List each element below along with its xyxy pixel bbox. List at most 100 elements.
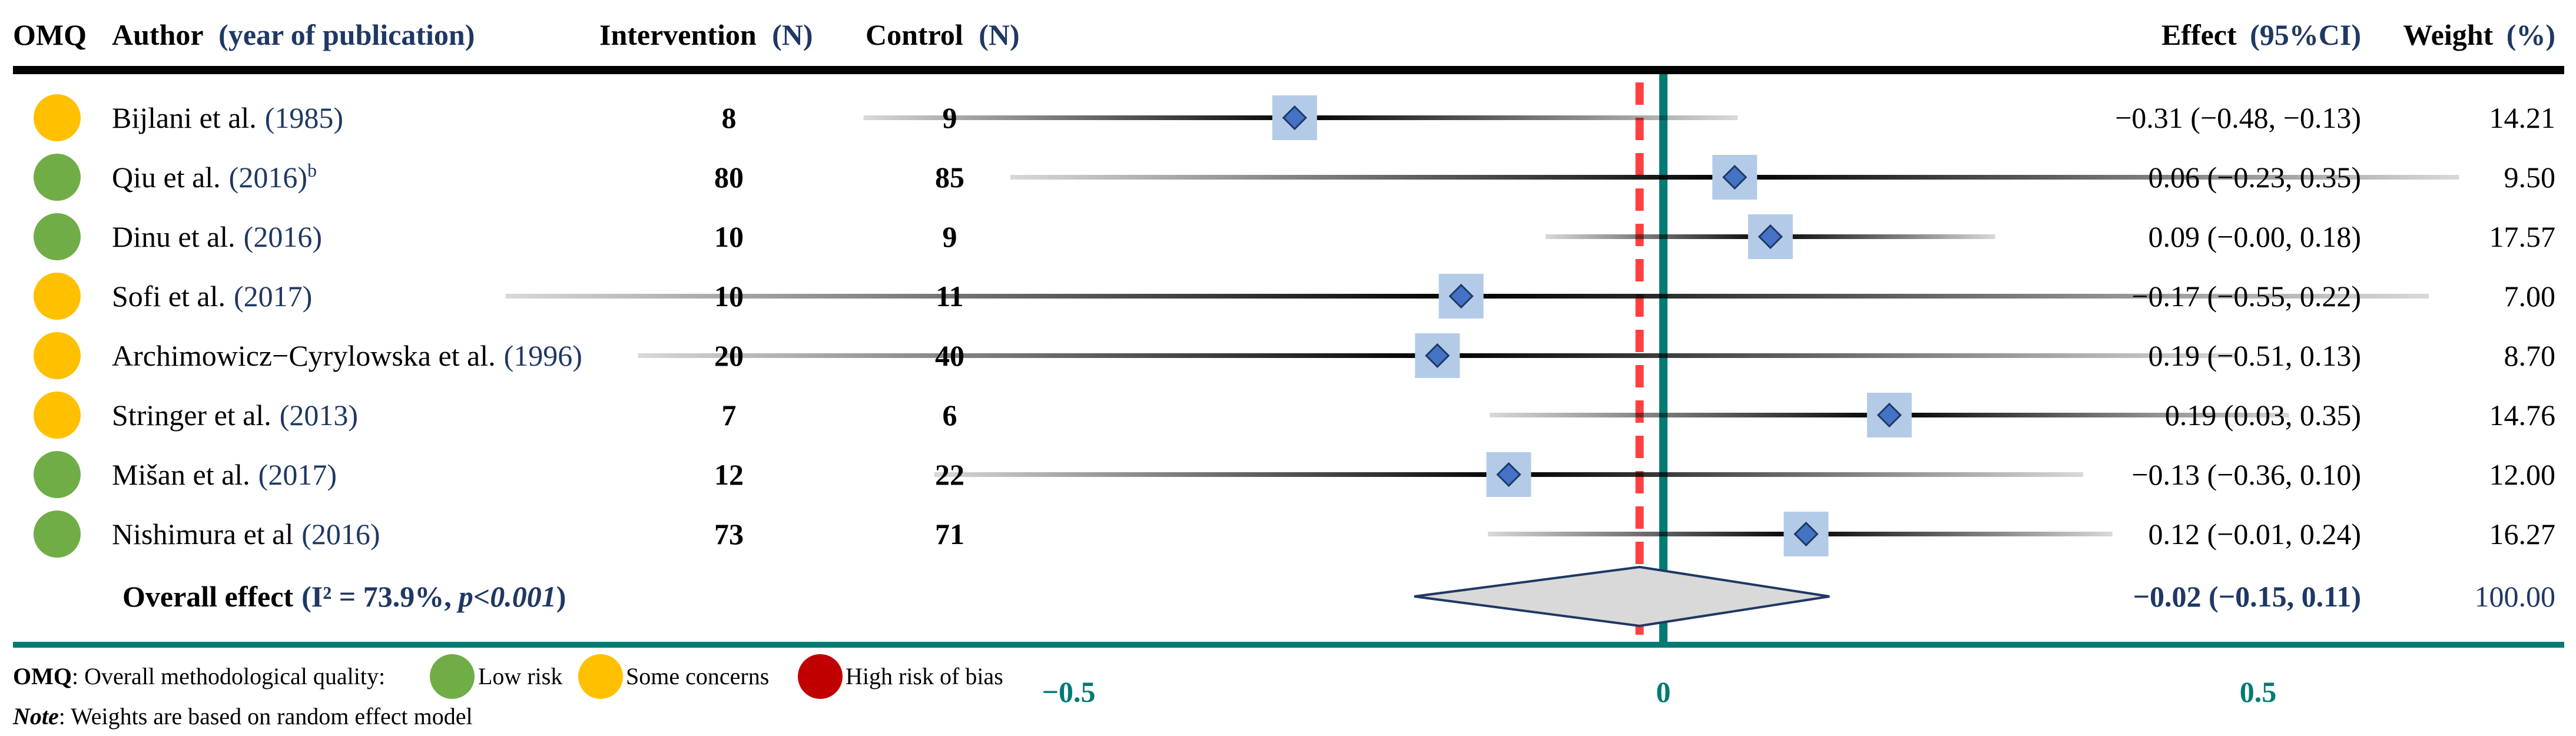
overall-paren-open: ( <box>301 580 311 613</box>
omq-dot <box>34 332 81 379</box>
study-row: Dinu et al. (2016) 10 9 0.09 (−0.00, 0.18) 17… <box>34 213 2555 260</box>
study-effect-ci: 0.06 (−0.23, 0.35) <box>2149 161 2362 194</box>
legend-omq-desc: : Overall methodological quality: <box>72 663 385 689</box>
study-author: Archimowicz−Cyrylowska et al. (1996) <box>112 339 582 372</box>
study-author: Bijlani et al. (1985) <box>112 101 343 134</box>
study-author-name: Stringer et al. <box>112 399 271 432</box>
point-estimate <box>1425 343 1450 369</box>
overall-label-text: Overall effect <box>122 580 293 613</box>
header-control: Control (N) <box>866 18 1020 51</box>
study-row: Qiu et al. (2016)b 80 85 0.06 (−0.23, 0.35) 9… <box>34 154 2555 201</box>
reference-lines <box>1635 74 1667 643</box>
header-weight-label: Weight <box>2403 18 2493 51</box>
study-weight: 17.57 <box>2489 220 2556 253</box>
legend-low-risk-dot <box>430 654 475 699</box>
study-weight: 12.00 <box>2489 458 2556 491</box>
point-estimate <box>1496 462 1521 488</box>
study-effect-ci: 0.09 (−0.00, 0.18) <box>2149 220 2362 253</box>
study-year: (2017) <box>258 458 337 491</box>
header-omq: OMQ <box>13 18 87 51</box>
legend-text: OMQ: Overall methodological quality: <box>13 663 385 689</box>
study-weight: 16.27 <box>2489 518 2556 551</box>
study-row: Nishimura et al (2016) 73 71 0.12 (−0.01, 0.… <box>34 510 2555 558</box>
study-weight: 9.50 <box>2504 161 2556 194</box>
study-weight: 8.70 <box>2504 339 2556 372</box>
omq-dot <box>34 94 81 141</box>
legend-some-concerns-label: Some concerns <box>626 663 769 689</box>
study-effect-ci: 0.19 (−0.51, 0.13) <box>2149 339 2362 372</box>
study-weight: 14.76 <box>2489 399 2556 432</box>
study-rows: Bijlani et al.(1985) 8 9 −0.31 (−0.48, −0.1… <box>34 94 2555 558</box>
header-effect: Effect (95%CI) <box>2161 18 2361 51</box>
study-year: (2013) <box>280 399 358 432</box>
footnote: Note: Weights are based on random effect… <box>12 703 473 730</box>
study-author-name: Mišan et al. <box>112 458 250 491</box>
overall-row: Overall effect (I² = 73.9%, p<0.001) −0.02 … <box>122 565 2556 628</box>
study-year: (2016) <box>244 220 322 253</box>
study-weight: 7.00 <box>2504 280 2556 313</box>
study-year: (2016) <box>301 518 380 551</box>
study-author-name: Bijlani et al. <box>112 101 257 134</box>
study-row: Stringer et al. (2013) 7 6 0.19 (0.03, 0.35)… <box>34 392 2555 439</box>
legend-omq: OMQ <box>13 663 72 689</box>
point-estimate <box>1722 164 1748 190</box>
study-effect-ci: 0.12 (−0.01, 0.24) <box>2149 518 2362 551</box>
x-tick-label: −0.5 <box>1042 675 1096 708</box>
point-estimate <box>1758 224 1783 250</box>
point-estimate <box>1793 521 1819 547</box>
study-author-name: Nishimura et al <box>112 518 293 551</box>
study-year: (1985) <box>265 101 343 134</box>
header-effect-label: Effect <box>2161 18 2237 51</box>
study-intervention-n: 80 <box>714 161 744 194</box>
study-intervention-n: 8 <box>722 101 737 134</box>
study-effect-ci: 0.19 (0.03, 0.35) <box>2165 399 2361 432</box>
header-effect-ci: (95%CI) <box>2250 18 2361 51</box>
study-author: Mišan et al. (2017) <box>112 458 337 491</box>
x-axis-line <box>13 642 2564 648</box>
point-estimate <box>1448 283 1474 309</box>
overall-diamond <box>1414 565 1830 628</box>
omq-dot <box>34 451 81 498</box>
study-author: Qiu et al. (2016)b <box>112 160 317 194</box>
header-author: Author (year of publication) <box>112 18 475 51</box>
overall-effect-ci: −0.02 (−0.15, 0.11) <box>2133 580 2361 613</box>
point-estimate <box>1877 402 1902 428</box>
header-rule <box>13 66 2564 74</box>
legend-low-risk-label: Low risk <box>478 663 562 689</box>
footnote-text: : Weights are based on random effect mod… <box>59 703 473 730</box>
study-intervention-n: 73 <box>714 518 744 551</box>
study-intervention-n: 7 <box>722 399 737 432</box>
x-axis-ticks: −0.5 0 0.5 <box>1042 675 2277 708</box>
legend-some-concerns-dot <box>578 654 623 699</box>
header-author-label: Author <box>112 18 203 51</box>
omq-dot <box>34 154 81 201</box>
study-row: Bijlani et al.(1985)89−0.31 (−0.48, −0.1… <box>34 94 2555 141</box>
study-effect-ci: −0.31 (−0.48, −0.13) <box>2115 101 2361 134</box>
x-tick-label: 0 <box>1656 675 1671 708</box>
study-control-n: 85 <box>935 161 964 194</box>
study-author: Dinu et al. (2016) <box>112 220 322 253</box>
study-author: Stringer et al. (2013) <box>112 399 358 432</box>
point-estimate <box>1282 105 1307 131</box>
omq-dot <box>34 213 81 260</box>
header-control-n: (N) <box>979 18 1019 51</box>
header-intervention-label: Intervention <box>599 18 757 51</box>
study-control-n: 9 <box>943 220 957 253</box>
study-intervention-n: 12 <box>714 458 744 491</box>
study-weight: 14.21 <box>2489 101 2556 134</box>
study-row: Mišan et al. (2017) 12 22 −0.13 (−0.36, 0.10… <box>34 451 2555 498</box>
legend-high-risk-dot <box>798 654 843 699</box>
study-intervention-n: 10 <box>714 220 744 253</box>
study-superscript: b <box>307 160 317 181</box>
header-author-paren: (year of publication) <box>218 18 475 51</box>
overall-paren-close: ) <box>556 580 566 613</box>
omq-dot <box>34 392 81 439</box>
study-effect-ci: −0.13 (−0.36, 0.10) <box>2131 458 2361 491</box>
overall-weight: 100.00 <box>2475 580 2556 613</box>
x-tick-label: 0.5 <box>2240 675 2277 708</box>
header-intervention-n: (N) <box>772 18 813 51</box>
study-author: Nishimura et al (2016) <box>112 518 380 551</box>
header-weight-pct: (%) <box>2507 18 2555 51</box>
header-control-label: Control <box>866 18 963 51</box>
